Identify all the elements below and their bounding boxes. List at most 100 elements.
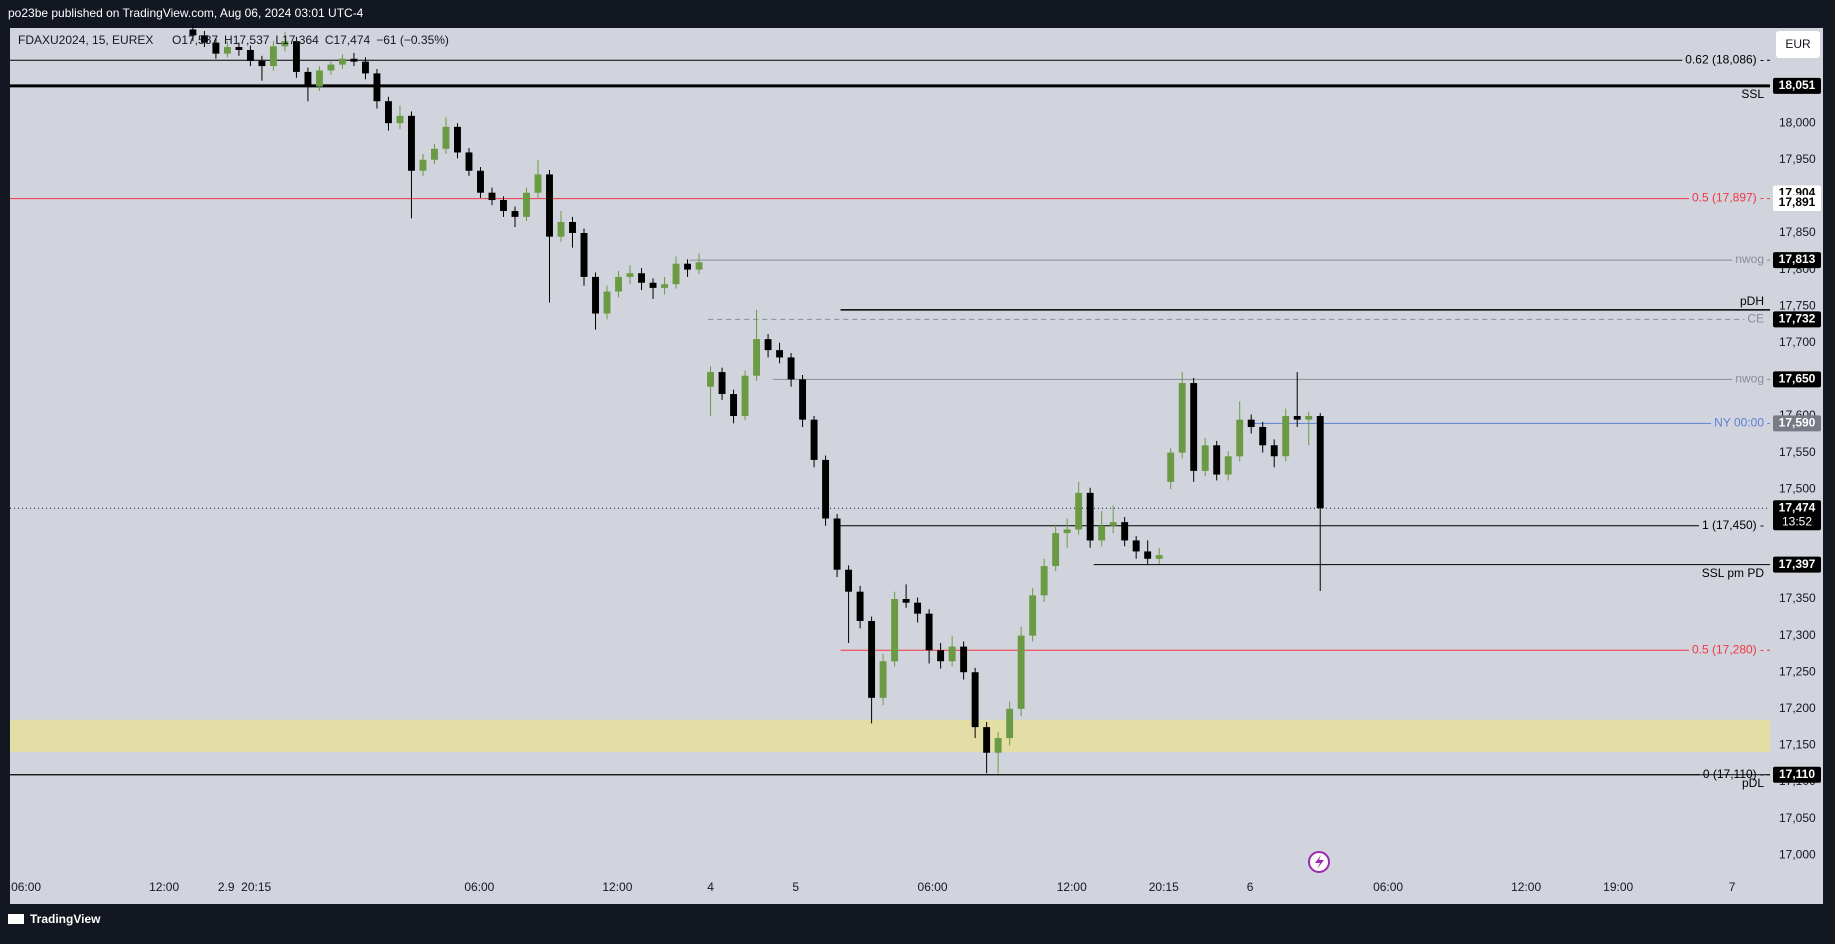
level-label: 0.5 (17,280) - (1692, 642, 1764, 656)
level-label: nwog (1735, 372, 1764, 386)
candle-body (799, 379, 807, 420)
label-background (1682, 52, 1767, 67)
candle-body (362, 61, 369, 74)
candle-body (1155, 555, 1163, 559)
candle-body (730, 394, 738, 416)
candle-body (281, 41, 289, 47)
price-badge (1773, 194, 1821, 211)
footer-brand: TradingView (30, 912, 101, 926)
alert-bolt (1315, 855, 1324, 869)
candle-body (327, 64, 335, 71)
candle-body (223, 47, 231, 54)
price-badge-label: 17,474 (1779, 500, 1816, 514)
level-label: NY 00:00 (1714, 415, 1764, 429)
candle-body (1259, 426, 1267, 446)
price-badge-label: 18,051 (1779, 78, 1816, 92)
candle-body (1282, 415, 1290, 457)
candle-body (1190, 383, 1198, 471)
candle-body (810, 419, 818, 460)
price-badge (1773, 500, 1821, 531)
candle-body (189, 29, 197, 36)
price-badge (1773, 371, 1821, 388)
candle-body (1201, 445, 1209, 471)
candle-body (1006, 708, 1014, 739)
candle-body (1167, 452, 1175, 482)
price-badge (1773, 415, 1821, 432)
price-badge-label: 17,732 (1779, 312, 1816, 326)
ohlc-value: H17,537 (224, 33, 270, 47)
candle-body (626, 273, 634, 277)
candle-body (235, 47, 243, 50)
x-tick-label: 06:00 (918, 880, 948, 894)
candle-body (1109, 522, 1117, 526)
x-tick-label: 12:00 (1511, 880, 1541, 894)
candle-body (408, 115, 415, 171)
candle-body (971, 672, 979, 728)
currency[interactable]: EUR (1785, 37, 1811, 51)
candle-body (338, 58, 346, 65)
symbol: FDAXU2024, 15, EUREX (18, 33, 153, 47)
label-background (1732, 252, 1767, 267)
price-badge (1773, 766, 1821, 783)
y-tick-label: 17,150 (1779, 738, 1816, 752)
label-background (1744, 311, 1767, 326)
candle-body (856, 591, 864, 621)
x-tick-label: 12:00 (149, 880, 179, 894)
price-badge (1773, 311, 1821, 328)
candle-body (960, 646, 968, 673)
level-label: 0 (17,110) - (1703, 767, 1764, 781)
level-label: CE (1747, 312, 1764, 326)
candle-body (1040, 566, 1048, 596)
x-tick-label: 12:00 (602, 880, 632, 894)
candle-body (983, 727, 991, 753)
candle-body (707, 372, 714, 387)
level-label: SSL pm PD (1702, 566, 1765, 580)
y-tick-label: 17,350 (1779, 591, 1816, 605)
candle-body (718, 372, 726, 395)
ohlc-value: C17,474 (325, 33, 371, 47)
candle-body (465, 152, 473, 171)
candle-body (1316, 415, 1324, 509)
x-tick-label: 06:00 (464, 880, 494, 894)
candle-body (200, 35, 208, 43)
level-label: 0.62 (18,086) - (1685, 52, 1764, 66)
candle-body (615, 276, 622, 292)
candle-body (292, 41, 300, 72)
x-tick-label: 7 (1729, 880, 1736, 894)
zone (10, 719, 1770, 753)
candle-body (1213, 445, 1221, 475)
candle-body (500, 200, 507, 212)
candle-body (396, 115, 404, 124)
price-badge-label: 17,110 (1779, 767, 1815, 781)
candle-body (1132, 540, 1140, 552)
candle-body (511, 211, 519, 217)
price-badge-label: 17,590 (1779, 415, 1816, 429)
x-tick-label: 6 (1247, 880, 1254, 894)
candle-body (258, 60, 266, 67)
currency-button[interactable] (1776, 31, 1820, 58)
ohlc-value: O17,537 (172, 33, 218, 47)
candle-body (753, 339, 761, 376)
price-badge-label: 17,813 (1779, 252, 1816, 266)
candle-body (385, 101, 392, 124)
candle-body (1063, 529, 1071, 534)
candle-body (1305, 415, 1313, 420)
candle-body (373, 73, 381, 102)
candle-body (948, 646, 956, 662)
x-tick-label: 2.9 (218, 880, 235, 894)
candle-body (1144, 551, 1152, 559)
y-tick-label: 17,050 (1779, 811, 1816, 825)
price-badge-label: 17,891 (1779, 195, 1816, 209)
plot-layer: 17,00017,05017,10017,15017,20017,25017,3… (10, 24, 1821, 894)
candle-body (1098, 525, 1106, 541)
candle-body (523, 192, 530, 217)
candle-body (1017, 635, 1025, 709)
candle-body (304, 71, 312, 87)
candle-body (1121, 522, 1129, 541)
x-tick-label: 5 (792, 880, 799, 894)
candle-body (914, 602, 922, 614)
candle-body (649, 282, 657, 288)
candle-body (1086, 492, 1094, 541)
label-background (1699, 766, 1767, 781)
